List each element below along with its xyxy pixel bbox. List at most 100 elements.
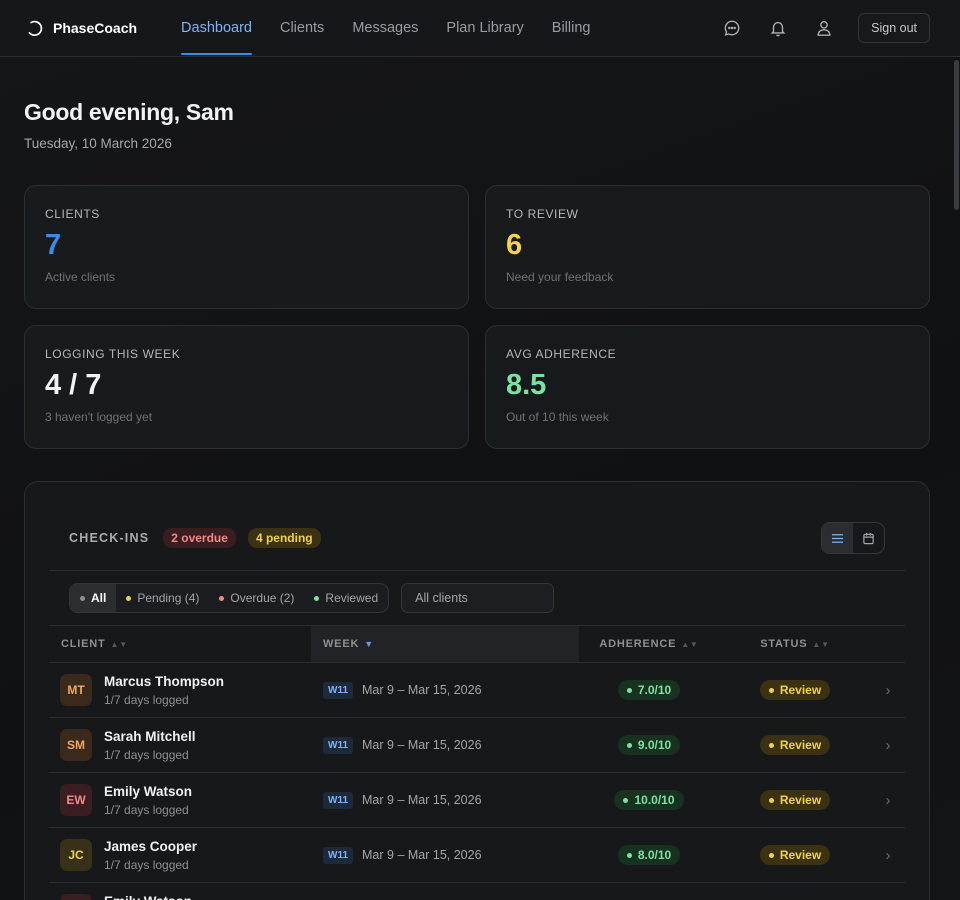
checkins-panel: CHECK-INS 2 overdue 4 pending All Pendin… [24, 481, 930, 900]
scrollbar[interactable] [954, 60, 959, 210]
adherence-value: 8.0/10 [637, 848, 672, 862]
stat-value: 4 / 7 [45, 369, 102, 401]
bell-icon[interactable] [768, 18, 788, 38]
days-logged: 1/7 days logged [104, 802, 189, 817]
checkins-title: CHECK-INS [69, 531, 150, 545]
status-label: Review [779, 738, 822, 752]
avatar: MT [60, 674, 92, 706]
filter-label: All [91, 591, 107, 605]
sign-out-button[interactable]: Sign out [858, 13, 930, 43]
avatar: EW [60, 784, 92, 816]
overdue-badge: 2 overdue [163, 528, 236, 548]
filter-label: Reviewed [325, 591, 379, 605]
table-row[interactable]: MT Marcus Thompson 1/7 days logged W11 Mar … [49, 663, 905, 718]
stat-card-to-review: TO REVIEW 6 Need your feedback [485, 185, 930, 309]
client-name: Emily Watson [104, 894, 192, 900]
filter-overdue[interactable]: Overdue (2) [209, 584, 304, 612]
stat-label: LOGGING THIS WEEK [45, 347, 181, 361]
status-label: Review [779, 683, 822, 697]
stat-value: 8.5 [506, 369, 547, 401]
brand-name: PhaseCoach [53, 20, 138, 36]
nav-plan-library[interactable]: Plan Library [446, 20, 524, 36]
stat-label: TO REVIEW [506, 207, 579, 221]
avatar: EW [60, 894, 92, 900]
logo-icon [28, 20, 43, 36]
user-icon[interactable] [814, 18, 834, 38]
current-date: Tuesday, 10 March 2026 [24, 136, 172, 151]
client-name: Emily Watson [104, 783, 193, 799]
adherence-value: 9.0/10 [637, 738, 672, 752]
stat-sub: Active clients [45, 270, 116, 284]
week-badge: W11 [323, 791, 354, 809]
week-range: Mar 9 – Mar 15, 2026 [362, 793, 482, 807]
col-label: STATUS [760, 638, 808, 650]
week-range: Mar 9 – Mar 15, 2026 [362, 683, 482, 697]
status-filter: All Pending (4) Overdue (2) Reviewed [69, 583, 390, 613]
chevron-right-icon[interactable]: › [885, 846, 891, 864]
avatar: SM [60, 729, 92, 761]
week-badge: W11 [323, 846, 354, 864]
days-logged: 1/7 days logged [104, 857, 189, 872]
filter-reviewed[interactable]: Reviewed [304, 584, 388, 612]
week-badge: W11 [323, 681, 354, 699]
sort-icon: ▲▼ [110, 639, 128, 649]
stat-sub: 3 haven't logged yet [45, 410, 153, 424]
nav-billing[interactable]: Billing [551, 20, 591, 36]
filter-label: Pending (4) [137, 591, 200, 605]
sort-icon: ▲▼ [812, 639, 830, 649]
col-client[interactable]: CLIENT ▲▼ [49, 626, 311, 662]
table-row[interactable]: SM Sarah Mitchell 1/7 days logged W11 Mar 9… [49, 718, 905, 773]
client-name: Sarah Mitchell [104, 728, 196, 744]
brand-logo[interactable]: PhaseCoach [26, 20, 137, 37]
nav-dashboard[interactable]: Dashboard [181, 0, 252, 57]
client-select[interactable]: All clients [401, 583, 555, 613]
stat-sub: Need your feedback [506, 270, 614, 284]
calendar-view-button[interactable] [853, 523, 884, 553]
filter-label: Overdue (2) [230, 591, 295, 605]
sort-icon: ▲▼ [681, 639, 699, 649]
week-badge: W11 [323, 736, 354, 754]
col-week[interactable]: WEEK ▼ [311, 626, 579, 662]
client-name: Marcus Thompson [104, 673, 225, 689]
days-logged: 1/7 days logged [104, 747, 189, 762]
status-pill: Review [759, 680, 831, 700]
chat-icon[interactable] [722, 18, 742, 38]
nav-messages[interactable]: Messages [352, 20, 419, 36]
sort-desc-icon: ▼ [364, 639, 374, 649]
list-view-button[interactable] [822, 523, 853, 553]
table-header: CLIENT ▲▼ WEEK ▼ ADHERENCE ▲▼ STATUS ▲▼ [49, 626, 905, 663]
col-label: ADHERENCE [599, 638, 677, 650]
stat-card-clients: CLIENTS 7 Active clients [24, 185, 469, 309]
pending-badge: 4 pending [247, 528, 321, 548]
status-label: Review [779, 848, 822, 862]
chevron-right-icon[interactable]: › [885, 736, 891, 754]
adherence-pill: 8.0/10 [617, 845, 681, 865]
list-icon [831, 533, 844, 543]
filter-all[interactable]: All [70, 584, 117, 612]
col-adherence[interactable]: ADHERENCE ▲▼ [579, 626, 719, 662]
col-status[interactable]: STATUS ▲▼ [719, 626, 871, 662]
stat-value: 6 [506, 229, 523, 261]
table-row[interactable]: JC James Cooper 1/7 days logged W11 Mar 9 –… [49, 828, 905, 883]
table-row[interactable]: EW Emily Watson 1/7 days logged W11 Mar 9 –… [49, 773, 905, 828]
status-label: Review [779, 793, 822, 807]
stat-sub: Out of 10 this week [506, 410, 609, 424]
chevron-right-icon[interactable]: › [885, 791, 891, 809]
stat-label: CLIENTS [45, 207, 100, 221]
adherence-value: 7.0/10 [637, 683, 672, 697]
adherence-pill: 10.0/10 [614, 790, 684, 810]
status-pill: Review [759, 735, 831, 755]
adherence-value: 10.0/10 [634, 793, 675, 807]
status-pill: Review [759, 790, 831, 810]
week-range: Mar 9 – Mar 15, 2026 [362, 738, 482, 752]
greeting: Good evening, Sam [24, 99, 234, 125]
stat-card-adherence: AVG ADHERENCE 8.5 Out of 10 this week [485, 325, 930, 449]
calendar-icon [863, 532, 874, 544]
avatar: JC [60, 839, 92, 871]
filter-pending[interactable]: Pending (4) [116, 584, 209, 612]
top-nav: PhaseCoach Dashboard Clients Messages Pl… [0, 0, 960, 57]
chevron-right-icon[interactable]: › [885, 681, 891, 699]
client-name: James Cooper [104, 838, 198, 854]
nav-clients[interactable]: Clients [279, 20, 325, 36]
